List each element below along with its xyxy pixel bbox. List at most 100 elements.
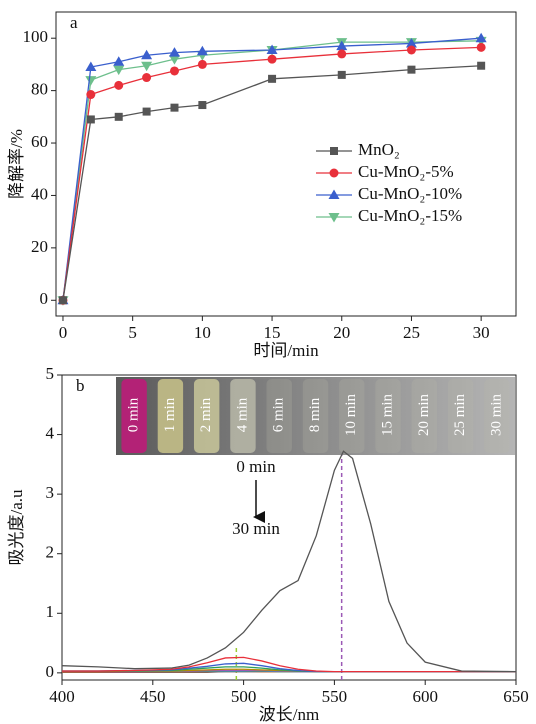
- marker: [405, 37, 417, 48]
- tube: [121, 379, 147, 453]
- panel-label: a: [70, 13, 78, 32]
- x-tick-label: 15: [264, 323, 281, 342]
- tube: [411, 379, 438, 453]
- tube-label: 20 min: [416, 393, 432, 436]
- y-tick-label: 40: [31, 184, 48, 203]
- series-line: [62, 40, 482, 301]
- legend-marker: [330, 147, 338, 155]
- marker: [142, 73, 152, 83]
- marker: [197, 59, 207, 69]
- y-tick-label: 20: [31, 237, 48, 256]
- tube-label: 1 min: [162, 397, 178, 432]
- marker: [142, 107, 151, 116]
- x-tick-label: 650: [503, 687, 529, 706]
- tube-label: 30 min: [488, 393, 504, 436]
- marker: [337, 49, 347, 59]
- legend-marker: [329, 168, 339, 178]
- marker: [86, 90, 96, 100]
- legend-marker: [328, 213, 340, 223]
- marker: [114, 112, 123, 121]
- x-tick-label: 550: [322, 687, 348, 706]
- marker: [58, 296, 67, 305]
- tube-label: 6 min: [271, 397, 287, 432]
- marker: [196, 45, 208, 56]
- marker: [86, 115, 95, 124]
- tube: [157, 379, 184, 453]
- series-line: [62, 37, 482, 301]
- tube-label: 8 min: [307, 397, 323, 432]
- marker: [85, 76, 97, 86]
- tube-label: 2 min: [198, 397, 214, 432]
- y-axis-title: 降解率/%: [7, 129, 26, 199]
- y-tick-label: 0: [40, 289, 49, 308]
- tube: [230, 379, 256, 453]
- x-axis-title: 时间/min: [253, 341, 319, 360]
- tube-label: 10 min: [343, 393, 359, 436]
- tube: [266, 379, 292, 453]
- marker: [113, 65, 125, 76]
- marker: [268, 74, 277, 83]
- marker: [266, 44, 278, 54]
- y-tick-label: 80: [31, 80, 48, 99]
- marker: [476, 42, 486, 52]
- legend-label: Cu-MnO₂-10%: [358, 184, 462, 203]
- marker: [170, 103, 179, 112]
- x-tick-label: 20: [333, 323, 350, 342]
- marker: [85, 61, 97, 72]
- tube-label: 25 min: [452, 393, 468, 436]
- y-tick-label: 1: [46, 602, 55, 621]
- x-tick-label: 25: [403, 323, 420, 342]
- tube-label: 0 min: [126, 397, 142, 432]
- marker: [141, 61, 153, 72]
- marker: [267, 54, 277, 64]
- tube-label: 15 min: [379, 393, 395, 436]
- x-tick-label: 500: [231, 687, 257, 706]
- tube-label: 4 min: [234, 397, 250, 432]
- y-axis-title: 吸光度/a.u: [7, 489, 26, 566]
- tube: [339, 379, 365, 453]
- plot-frame: [61, 374, 517, 681]
- y-tick-label: 4: [46, 423, 55, 442]
- tube: [375, 379, 401, 453]
- marker: [475, 32, 487, 43]
- marker: [477, 61, 486, 70]
- legend-marker: [328, 189, 340, 199]
- x-tick-label: 0: [59, 323, 68, 342]
- y-tick-label: 3: [46, 483, 55, 502]
- marker: [406, 45, 416, 55]
- x-tick-label: 450: [140, 687, 166, 706]
- series-line: [61, 450, 517, 673]
- marker: [114, 80, 124, 90]
- y-tick-label: 60: [31, 132, 48, 151]
- series-line: [62, 65, 482, 301]
- tube: [484, 379, 510, 453]
- marker: [407, 65, 416, 74]
- tube: [302, 379, 329, 453]
- legend-label: Cu-MnO₂-15%: [358, 206, 462, 225]
- x-tick-label: 5: [128, 323, 137, 342]
- x-tick-label: 30: [473, 323, 490, 342]
- y-tick-label: 5: [46, 364, 55, 383]
- marker: [168, 55, 180, 65]
- legend-label: Cu-MnO₂-5%: [358, 162, 454, 181]
- series-line: [62, 46, 482, 301]
- series-line: [62, 656, 516, 673]
- annotation: 30 min: [232, 519, 280, 538]
- panel-label: b: [76, 376, 85, 395]
- tube: [447, 379, 474, 453]
- plot-frame: [55, 11, 517, 317]
- x-tick-label: 10: [194, 323, 211, 342]
- x-tick-label: 600: [412, 687, 438, 706]
- y-tick-label: 2: [46, 543, 55, 562]
- tube: [193, 379, 220, 453]
- marker: [113, 56, 125, 66]
- y-tick-label: 0: [46, 662, 55, 681]
- marker: [198, 101, 207, 110]
- marker: [336, 40, 348, 51]
- x-tick-label: 400: [49, 687, 75, 706]
- marker: [141, 49, 153, 60]
- marker: [169, 66, 179, 76]
- marker: [337, 70, 346, 79]
- annotation: 0 min: [236, 457, 276, 476]
